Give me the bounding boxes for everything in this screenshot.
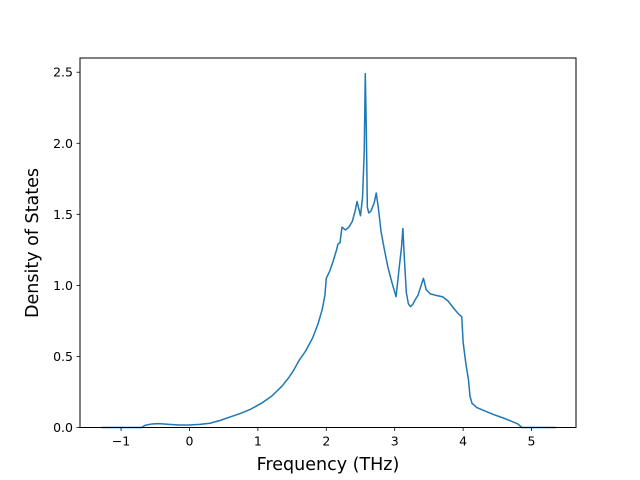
plot-layer — [101, 72, 557, 429]
dos-series-line-0 — [101, 72, 557, 429]
x-tick-label: 0 — [185, 434, 193, 449]
y-tick-label: 1.5 — [53, 207, 73, 222]
axes-frame — [79, 57, 577, 428]
x-axis-label: Frequency (THz) — [257, 455, 400, 475]
x-tick-label: 4 — [459, 434, 467, 449]
y-axis-ticks: 0.0 0.5 1.0 1.5 2.0 2.5 — [53, 65, 80, 435]
y-tick-label: 2.0 — [53, 136, 73, 151]
y-tick-label: 2.5 — [53, 65, 73, 80]
x-tick-label: −1 — [112, 434, 130, 449]
x-tick-label: 2 — [322, 434, 330, 449]
x-axis-ticks: −1 0 1 2 3 4 5 — [112, 427, 536, 449]
y-tick-label: 0.0 — [53, 420, 73, 435]
y-tick-label: 1.0 — [53, 278, 73, 293]
x-tick-label: 1 — [254, 434, 262, 449]
x-tick-label: 5 — [528, 434, 536, 449]
y-axis-label: Density of States — [23, 168, 43, 318]
x-tick-label: 3 — [391, 434, 399, 449]
y-tick-label: 0.5 — [53, 349, 73, 364]
